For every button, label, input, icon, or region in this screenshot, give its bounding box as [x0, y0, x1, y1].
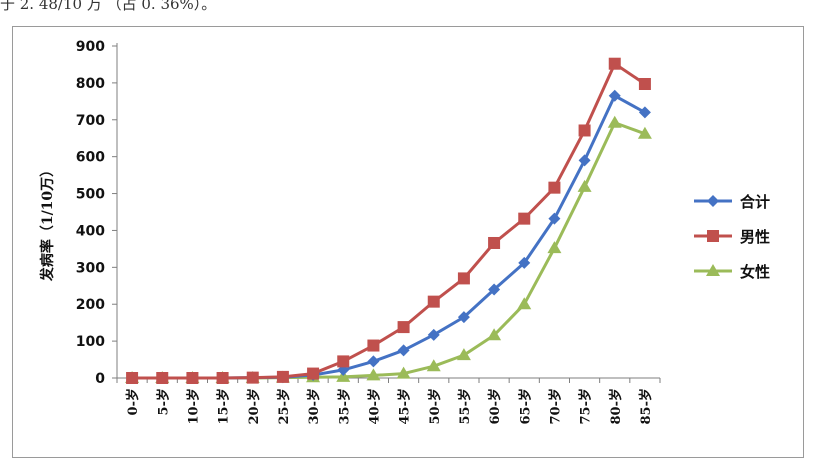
x-tick-label: 60-岁: [487, 388, 503, 425]
y-tick-label: 300: [76, 260, 105, 276]
x-tick-label: 55-岁: [457, 388, 473, 425]
y-tick-label: 200: [76, 297, 105, 313]
data-point-triangle: [456, 348, 471, 361]
x-tick-label: 70-岁: [547, 388, 563, 425]
data-point-diamond: [578, 154, 591, 167]
data-point-triangle: [607, 115, 622, 128]
data-point-square: [216, 372, 229, 384]
data-point-square: [578, 124, 591, 137]
data-point-triangle: [366, 368, 381, 381]
data-point-diamond: [638, 106, 651, 119]
y-tick-label: 800: [76, 76, 105, 92]
data-point-triangle: [637, 126, 652, 139]
x-tick-label: 10-岁: [185, 388, 201, 425]
x-tick-label: 75-岁: [578, 388, 594, 425]
data-point-square: [457, 272, 470, 285]
data-point-triangle: [487, 328, 502, 341]
data-point-diamond: [548, 212, 561, 225]
caption-text: 于 2. 48/10 万 （占 0. 36%）。: [0, 0, 217, 13]
y-tick-label: 400: [76, 223, 105, 239]
y-tick-label: 0: [95, 371, 105, 387]
x-tick-label: 25-岁: [276, 388, 292, 425]
x-tick-label: 15-岁: [216, 388, 232, 425]
x-tick-label: 35-岁: [336, 388, 352, 425]
data-point-square: [276, 370, 289, 383]
legend-marker: [707, 195, 719, 207]
legend-label: 男性: [740, 228, 770, 246]
data-point-square: [608, 57, 621, 70]
data-point-square: [126, 372, 139, 384]
data-point-square: [488, 236, 501, 249]
data-point-triangle: [426, 359, 441, 372]
data-point-triangle: [396, 366, 411, 379]
y-tick-label: 600: [76, 150, 105, 166]
x-tick-label: 80-岁: [608, 388, 624, 425]
x-tick-label: 65-岁: [517, 388, 533, 425]
data-point-square: [397, 321, 410, 334]
x-tick-label: 20-岁: [246, 388, 262, 425]
data-point-square: [156, 372, 169, 384]
data-point-triangle: [547, 241, 562, 254]
x-tick-label: 5-岁: [155, 388, 171, 415]
data-point-square: [337, 355, 350, 368]
data-point-diamond: [488, 283, 501, 296]
y-tick-label: 700: [76, 113, 105, 129]
data-point-square: [638, 77, 651, 90]
y-tick-label: 500: [76, 187, 105, 203]
legend-marker: [707, 230, 719, 242]
data-point-diamond: [457, 311, 470, 324]
x-tick-label: 0-岁: [125, 388, 141, 415]
x-tick-label: 85-岁: [638, 388, 654, 425]
data-point-square: [367, 339, 380, 352]
y-tick-label: 900: [76, 39, 105, 55]
legend-label: 合计: [739, 193, 770, 211]
y-tick-label: 100: [76, 334, 105, 350]
data-point-triangle: [577, 179, 592, 192]
y-axis-label: 发病率（1/10万）: [39, 163, 56, 282]
data-point-square: [518, 212, 531, 225]
data-point-square: [246, 371, 259, 384]
data-point-diamond: [397, 344, 410, 357]
x-tick-label: 30-岁: [306, 388, 322, 425]
data-point-square: [186, 372, 199, 384]
x-tick-label: 40-岁: [366, 388, 382, 425]
data-point-square: [427, 295, 440, 308]
data-point-diamond: [608, 89, 621, 102]
x-tick-label: 45-岁: [397, 388, 413, 425]
chart-frame: [12, 26, 804, 458]
legend-marker: [706, 264, 720, 276]
data-point-diamond: [518, 256, 531, 269]
legend-label: 女性: [740, 263, 770, 281]
data-point-triangle: [336, 369, 351, 382]
line-chart: 发病率（1/10万） 0 100 200 300 400 500 600 700 800 900 0…: [39, 39, 770, 425]
data-point-diamond: [367, 355, 380, 368]
x-tick-label: 50-岁: [427, 388, 443, 425]
data-point-diamond: [427, 328, 440, 341]
data-point-square: [548, 181, 561, 194]
data-point-square: [307, 367, 320, 380]
data-point-triangle: [517, 297, 532, 310]
